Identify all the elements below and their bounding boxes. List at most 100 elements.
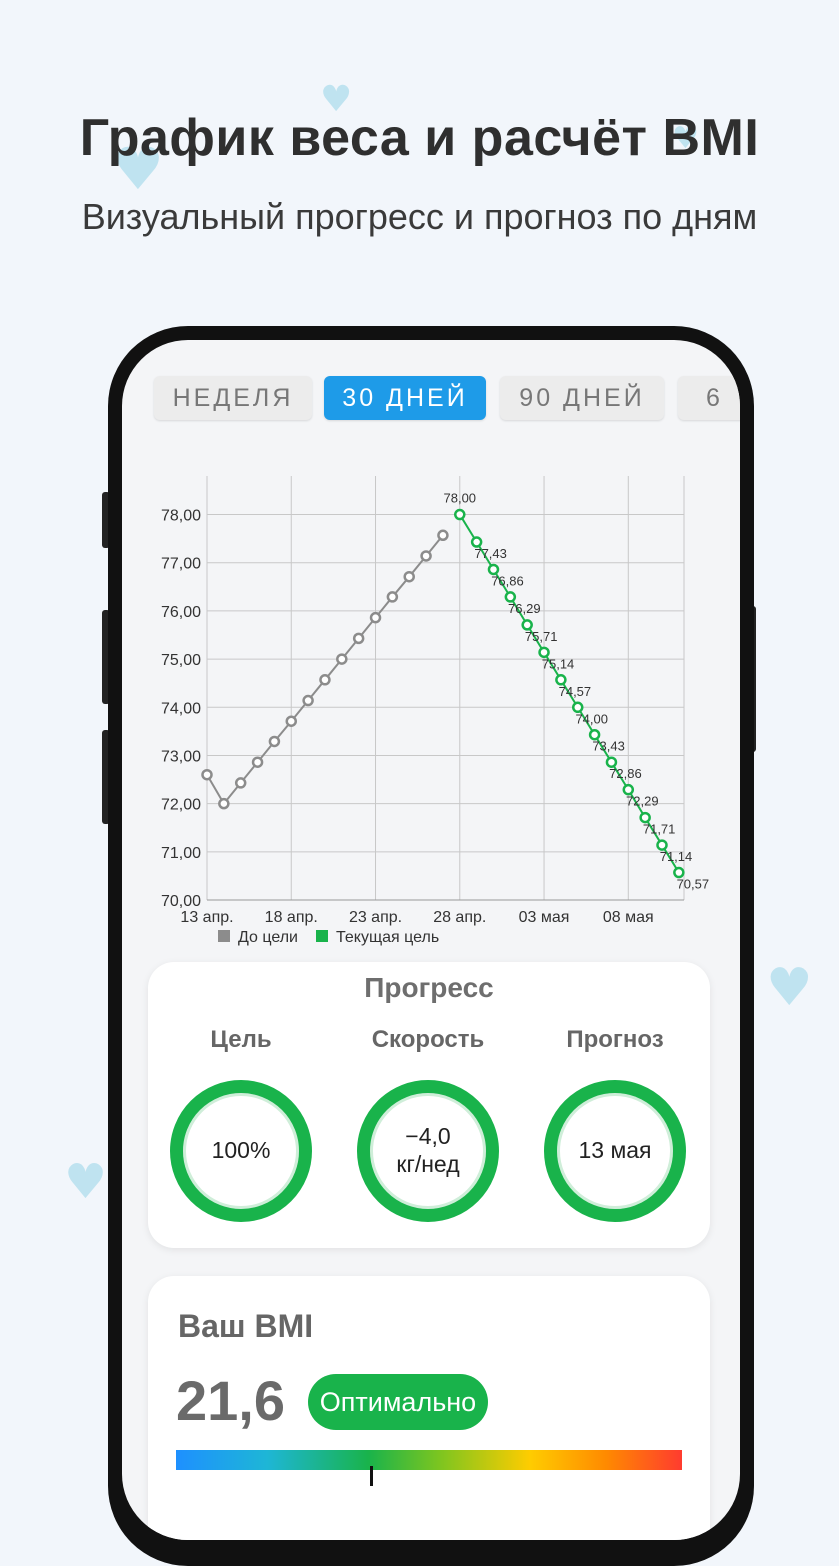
forecast-value: 13 мая: [578, 1137, 652, 1164]
volume-down-button: [102, 610, 110, 704]
volume-up-button: [102, 492, 110, 548]
y-tick-label: 76,00: [161, 604, 201, 621]
speed-stat: Скорость −4,0 кг/нед: [343, 1026, 513, 1222]
data-label: 72,86: [609, 766, 642, 781]
app-screen: НЕДЕЛЯ 30 ДНЕЙ 90 ДНЕЙ 6 78,00 77,00 76,00…: [122, 340, 740, 1540]
data-label: 74,00: [575, 711, 608, 726]
data-point: [673, 866, 685, 879]
data-point: [218, 797, 230, 810]
y-tick-label: 71,00: [161, 845, 201, 862]
data-label: 75,14: [542, 656, 575, 671]
data-point: [555, 674, 567, 686]
y-tick-label: 75,00: [161, 652, 201, 669]
legend-swatch: [218, 930, 230, 942]
data-point: [234, 777, 247, 789]
y-tick-label: 73,00: [161, 748, 201, 765]
data-label: 76,29: [508, 601, 541, 616]
legend-label: Текущая цель: [336, 929, 439, 946]
promo-subtitle: Визуальный прогресс и прогноз по дням: [81, 196, 758, 237]
bmi-scale-bar: [176, 1450, 682, 1470]
tab-30-days[interactable]: 30 ДНЕЙ: [324, 376, 486, 420]
speed-unit: кг/нед: [396, 1151, 460, 1177]
legend-swatch: [316, 930, 328, 942]
data-label: 72,29: [626, 794, 659, 809]
data-label: 76,86: [491, 573, 524, 588]
data-label: 71,71: [643, 822, 676, 837]
heart-decoration-icon: ♥: [672, 121, 699, 156]
data-label: 71,14: [660, 849, 693, 864]
goal-ring: 100%: [170, 1080, 312, 1222]
bmi-title: Ваш BMI: [178, 1308, 314, 1344]
data-point: [302, 694, 314, 707]
tab-6-months[interactable]: 6: [678, 376, 740, 420]
data-point: [639, 811, 651, 824]
data-point: [201, 768, 213, 781]
bmi-value: 21,6: [176, 1369, 285, 1432]
x-tick-label: 18 апр.: [265, 909, 318, 926]
progress-title: Прогресс: [364, 972, 494, 1003]
data-point: [336, 653, 348, 665]
data-point: [521, 619, 533, 631]
data-point: [403, 570, 415, 583]
weight-chart-svg: 78,00 77,00 76,00 75,00 74,00 73,00 72,00 71,00…: [161, 476, 710, 946]
data-point: [504, 591, 517, 603]
data-point: [251, 756, 264, 768]
data-point: [319, 674, 331, 686]
data-label: 73,43: [592, 739, 625, 754]
heart-decoration-icon: ♥: [320, 79, 353, 120]
tab-90-days[interactable]: 90 ДНЕЙ: [500, 376, 664, 420]
data-point: [437, 529, 449, 542]
speed-label: Скорость: [371, 1026, 485, 1053]
y-tick-label: 74,00: [161, 700, 201, 717]
data-point: [369, 611, 382, 624]
goal-stat: Цель 100%: [156, 1026, 326, 1222]
heart-decoration-icon: ♥: [64, 1154, 108, 1210]
data-point: [588, 728, 601, 741]
period-tabs: НЕДЕЛЯ 30 ДНЕЙ 90 ДНЕЙ 6: [122, 376, 740, 420]
data-point: [454, 508, 466, 521]
forecast-stat: Прогноз 13 мая: [530, 1026, 700, 1222]
x-tick-label: 08 мая: [603, 909, 654, 926]
tab-week[interactable]: НЕДЕЛЯ: [154, 376, 312, 420]
data-point: [470, 536, 483, 548]
heart-decoration-icon: ♥: [112, 135, 164, 203]
bmi-status-badge: Оптимально: [308, 1374, 488, 1430]
data-point: [420, 550, 432, 562]
data-point: [285, 715, 298, 727]
forecast-label: Прогноз: [566, 1026, 664, 1053]
x-tick-label: 23 апр.: [349, 909, 402, 926]
speed-ring: −4,0 кг/нед: [357, 1080, 499, 1222]
heart-decoration-icon: ♥: [766, 958, 813, 1018]
x-tick-label: 13 апр.: [180, 909, 233, 926]
y-tick-label: 72,00: [161, 797, 201, 814]
data-label: 77,43: [474, 546, 507, 561]
data-point: [571, 701, 584, 714]
data-label: 75,71: [525, 629, 558, 644]
data-point: [622, 783, 635, 796]
goal-label: Цель: [210, 1026, 272, 1053]
speed-value: −4,0: [405, 1123, 451, 1150]
y-tick-label: 70,00: [161, 893, 201, 910]
data-point: [538, 646, 550, 659]
data-point: [605, 756, 618, 768]
data-point: [386, 591, 399, 603]
progress-card: Прогресс Цель 100% Скорость −4,0 кг/нед …: [148, 962, 710, 1248]
forecast-ring: 13 мая: [544, 1080, 686, 1222]
data-point: [268, 735, 281, 748]
legend-label: До цели: [238, 929, 298, 946]
weight-chart: 78,00 77,00 76,00 75,00 74,00 73,00 72,00 71,00…: [122, 450, 740, 970]
data-label: 74,57: [559, 684, 592, 699]
promo-title: График веса и расчёт BMI: [79, 109, 760, 167]
y-tick-label: 78,00: [161, 508, 201, 525]
x-tick-label: 28 апр.: [433, 909, 486, 926]
y-tick-label: 77,00: [161, 556, 201, 573]
data-label: 70,57: [677, 877, 710, 892]
bmi-marker: [370, 1466, 373, 1486]
data-point: [487, 563, 500, 576]
data-point: [352, 632, 365, 645]
goal-value: 100%: [211, 1137, 271, 1164]
x-tick-label: 03 мая: [519, 909, 570, 926]
bmi-card: Ваш BMI 21,6 Оптимально: [148, 1276, 710, 1540]
data-point: [656, 839, 668, 851]
mute-button: [102, 730, 110, 824]
